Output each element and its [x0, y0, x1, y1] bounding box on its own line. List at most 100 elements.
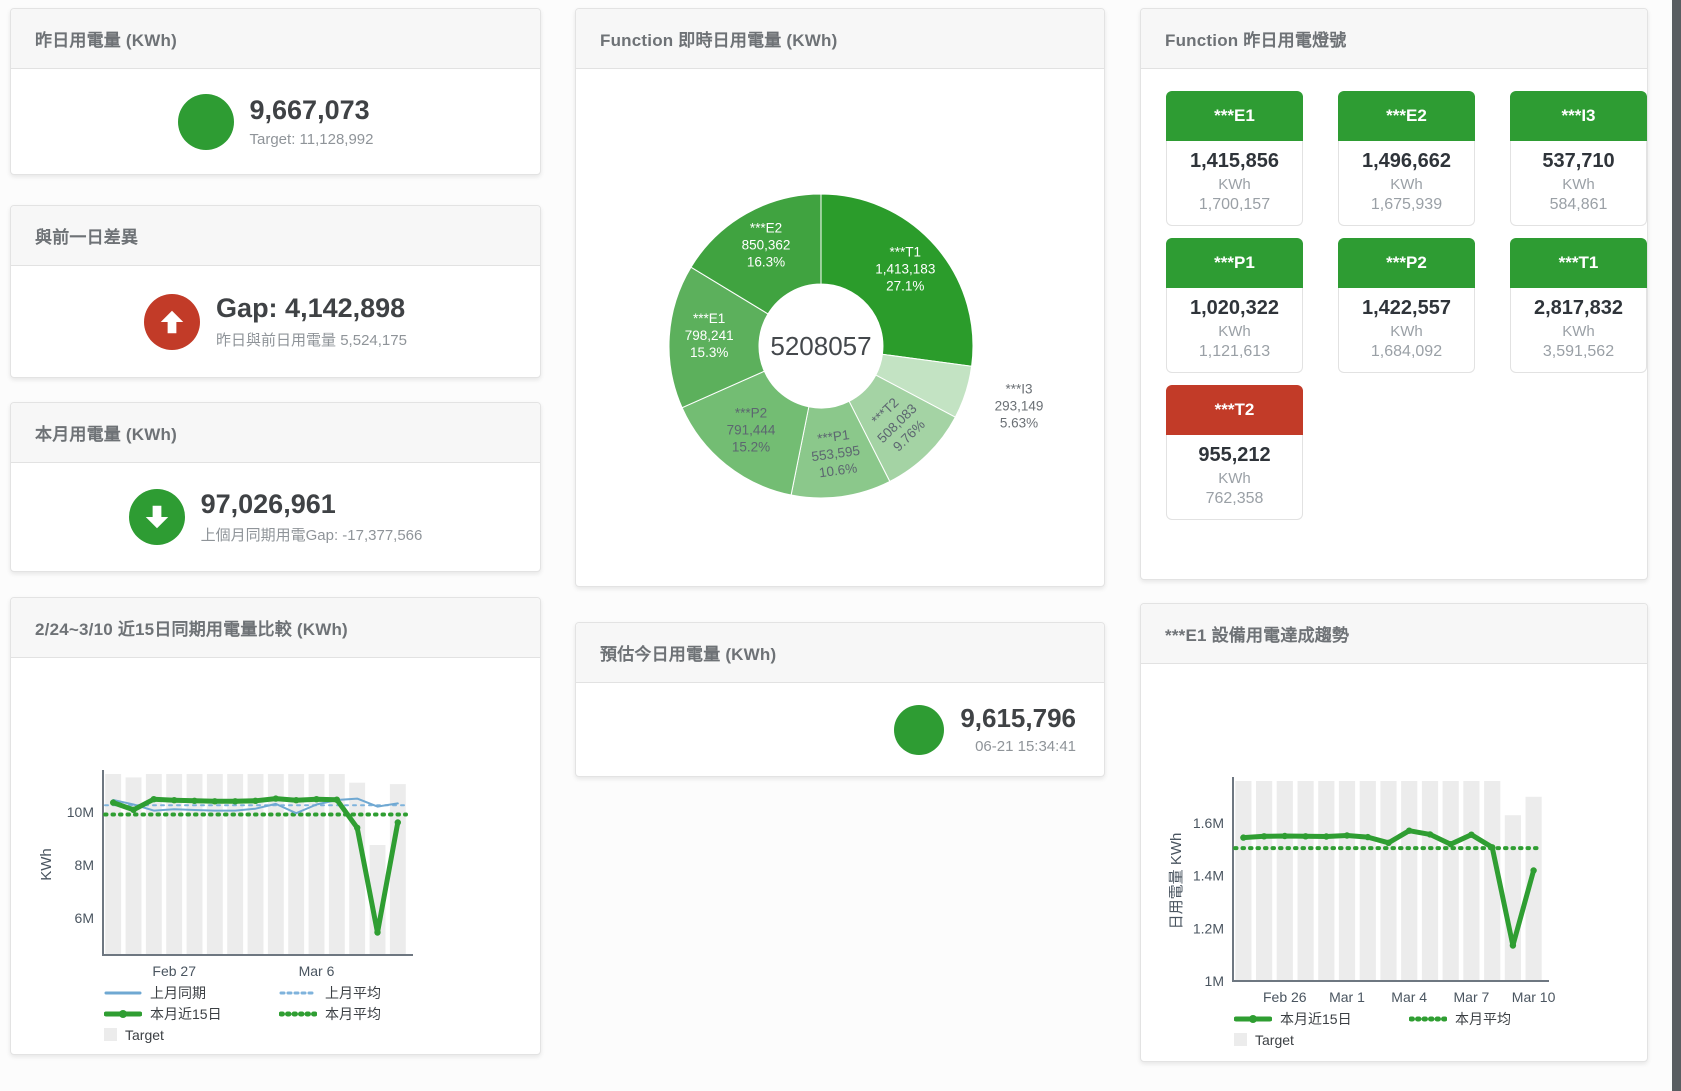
svg-text:1M: 1M [1205, 973, 1224, 989]
panel-header: 預估今日用電量 (KWh) [576, 623, 1104, 683]
tile-value: 1,415,856 [1190, 150, 1279, 172]
panel-day-gap: 與前一日差異 Gap: 4,142,898 昨日與前日用電量 5,524,175 [10, 205, 541, 378]
status-tile: ***P2 1,422,557 KWh 1,684,092 [1338, 238, 1475, 373]
tile-target: 1,675,939 [1370, 196, 1443, 213]
tile-target: 3,591,562 [1542, 343, 1615, 360]
tile-value: 1,496,662 [1362, 150, 1451, 172]
svg-text:Mar 10: Mar 10 [1512, 989, 1556, 1005]
svg-text:6M: 6M [75, 910, 94, 926]
legend-item: 上月同期 [104, 983, 279, 1003]
panel-header: 昨日用電量 (KWh) [11, 9, 540, 69]
panel-header: 2/24~3/10 近15日同期用電量比較 (KWh) [11, 598, 540, 658]
panel-title: 本月用電量 (KWh) [35, 425, 177, 444]
kpi-text: Gap: 4,142,898 昨日與前日用電量 5,524,175 [216, 293, 407, 349]
line-swatch-icon [104, 1009, 142, 1018]
down-arrow-icon [128, 489, 185, 545]
tile-unit: KWh [1390, 176, 1423, 193]
panel-body: ***E1 1,415,856 KWh 1,700,157 ***E2 1,496,662… [1141, 91, 1647, 601]
e1-trend-line-chart: 1M 1.2M 1.4M 1.6M Feb 26 Mar 1 Mar 4 Mar 7 Mar 1… [1168, 777, 1556, 1005]
panel-today-estimate: 預估今日用電量 (KWh) 9,615,796 06-21 15:34:41 [575, 622, 1105, 777]
panel-status-lights: Function 昨日用電燈號 ***E1 1,415,856 KWh 1,700,1… [1140, 8, 1648, 580]
tile-unit: KWh [1562, 176, 1595, 193]
panel-header: 與前一日差異 [11, 206, 540, 266]
status-circle-icon [894, 704, 945, 755]
panel-body: 9,667,073 Target: 11,128,992 [11, 69, 540, 174]
tile-name: ***E2 [1338, 91, 1475, 141]
panel-e1-trend-chart: ***E1 設備用電達成趨勢 1M 1.2M 1.4M 1.6M Feb 26 Mar 1… [1140, 603, 1648, 1062]
legend-row: Target [104, 1024, 540, 1045]
tile-name: ***E1 [1166, 91, 1303, 141]
tile-target: 1,700,157 [1198, 196, 1271, 213]
panel-title: 與前一日差異 [35, 228, 139, 247]
panel-body: Gap: 4,142,898 昨日與前日用電量 5,524,175 [11, 266, 540, 377]
status-circle-icon [177, 93, 234, 150]
svg-text:5208057: 5208057 [770, 331, 871, 361]
svg-text:Mar 7: Mar 7 [1454, 989, 1490, 1005]
realtime-donut-chart: ***T1 1,413,183 27.1%***I3 293,149 5.63%***T… [668, 193, 1044, 499]
panel-body: 1M 1.2M 1.4M 1.6M Feb 26 Mar 1 Mar 4 Mar 7 Mar 1… [1141, 664, 1647, 1061]
line-swatch-icon [279, 1011, 317, 1016]
tile-value: 537,710 [1542, 150, 1615, 172]
kpi-value: 97,026,961 [200, 488, 336, 519]
tile-body: 1,422,557 KWh 1,684,092 [1338, 288, 1475, 373]
tile-body: 1,496,662 KWh 1,675,939 [1338, 141, 1475, 226]
trend-chart-legend: 本月近15日 本月平均 Target [1234, 1008, 1647, 1050]
legend-label: 上月同期 [150, 984, 206, 1001]
panel-yesterday-usage: 昨日用電量 (KWh) 9,667,073 Target: 11,128,992 [10, 8, 541, 175]
line-swatch-icon [1409, 1016, 1447, 1021]
scrollbar[interactable] [1672, 0, 1681, 1091]
tile-value: 955,212 [1198, 444, 1271, 466]
kpi-value: 9,615,796 [960, 703, 1076, 734]
svg-text:1.6M: 1.6M [1193, 815, 1224, 831]
tile-target: 1,121,613 [1198, 343, 1271, 360]
tile-target: 762,358 [1205, 490, 1264, 507]
tile-body: 1,415,856 KWh 1,700,157 [1166, 141, 1303, 226]
tile-unit: KWh [1218, 470, 1251, 487]
status-tile: ***I3 537,710 KWh 584,861 [1510, 91, 1647, 226]
tile-name: ***T2 [1166, 385, 1303, 435]
kpi-text: 97,026,961 上個月同期用電Gap: -17,377,566 [201, 489, 423, 545]
line-swatch-icon [104, 991, 142, 994]
panel-title: Function 即時日用電量 (KWh) [600, 31, 838, 50]
panel-body: ***T1 1,413,183 27.1% ***I3 293,149 5.63% ***T… [576, 69, 1104, 586]
tile-unit: KWh [1562, 323, 1595, 340]
tile-value: 2,817,832 [1534, 297, 1623, 319]
svg-text:Feb 26: Feb 26 [1263, 989, 1307, 1005]
status-tile-grid: ***E1 1,415,856 KWh 1,700,157 ***E2 1,496,662… [1166, 91, 1647, 520]
svg-text:Feb 27: Feb 27 [152, 963, 196, 979]
compare-line-chart: 6M 8M 10M Feb 27 Mar 6 KWh [38, 770, 413, 979]
panel-body: 9,615,796 06-21 15:34:41 [576, 683, 1104, 776]
tile-name: ***P1 [1166, 238, 1303, 288]
tile-target: 584,861 [1549, 196, 1608, 213]
svg-text:1.4M: 1.4M [1193, 868, 1224, 884]
status-tile: ***T2 955,212 KWh 762,358 [1166, 385, 1303, 520]
tile-name: ***T1 [1510, 238, 1647, 288]
legend-item: 本月近15日 [104, 1004, 279, 1024]
line-swatch-icon [279, 991, 317, 994]
legend-label: 本月平均 [1455, 1010, 1511, 1027]
panel-title: 預估今日用電量 (KWh) [600, 645, 777, 664]
legend-item: 本月平均 [1409, 1009, 1584, 1029]
legend-item: Target [1234, 1032, 1409, 1048]
tile-value: 1,422,557 [1362, 297, 1451, 319]
legend-item: 上月平均 [279, 983, 454, 1003]
legend-item: Target [104, 1027, 279, 1043]
tile-body: 1,020,322 KWh 1,121,613 [1166, 288, 1303, 373]
tile-name: ***P2 [1338, 238, 1475, 288]
legend-row: 上月同期 上月平均 [104, 982, 540, 1003]
tile-body: 2,817,832 KWh 3,591,562 [1510, 288, 1647, 373]
compare-chart-legend: 上月同期 上月平均 本月近15日 本月平均 Target [104, 982, 540, 1045]
tile-value: 1,020,322 [1190, 297, 1279, 319]
tile-unit: KWh [1218, 323, 1251, 340]
kpi-subtext: Target: 11,128,992 [249, 130, 374, 148]
panel-body: 97,026,961 上個月同期用電Gap: -17,377,566 [11, 463, 540, 571]
tile-unit: KWh [1218, 176, 1251, 193]
line-swatch-icon [1234, 1014, 1272, 1023]
svg-text:日用電量 KWh: 日用電量 KWh [1168, 833, 1185, 930]
legend-label: 本月平均 [325, 1005, 381, 1022]
panel-15day-compare-chart: 2/24~3/10 近15日同期用電量比較 (KWh) 6M 8M 10M Feb 2… [10, 597, 541, 1055]
up-arrow-icon [144, 293, 201, 350]
